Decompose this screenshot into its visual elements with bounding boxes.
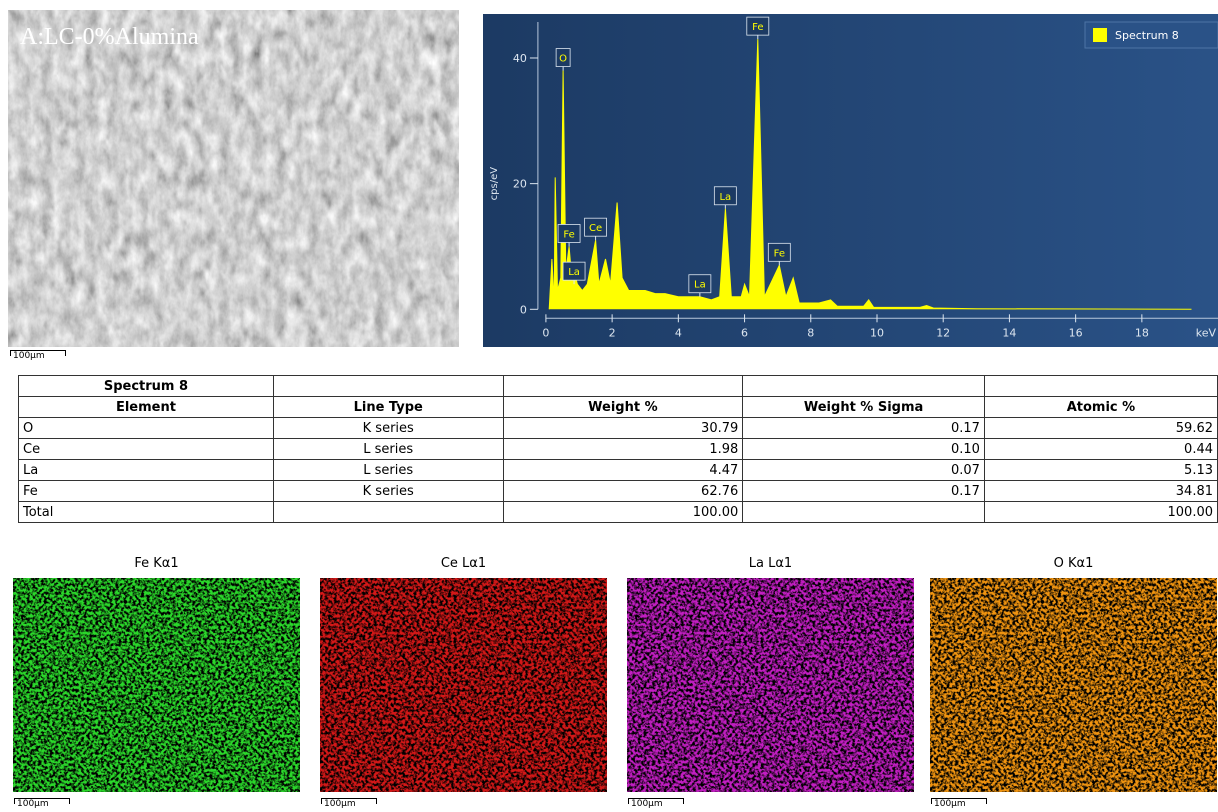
table-cell: K series [273,418,503,439]
column-header: Line Type [273,397,503,418]
peak-label: Fe [563,229,574,240]
table-cell: 4.47 [503,460,743,481]
table-cell: 0.07 [743,460,985,481]
table-cell: L series [273,439,503,460]
table-cell: Total [19,502,274,523]
table-cell: Fe [19,481,274,502]
table-cell: Ce [19,439,274,460]
table-cell: 30.79 [503,418,743,439]
map-title: Ce Lα1 [320,556,607,571]
peak-label: La [694,280,706,291]
map-speckle [627,578,914,792]
sem-image [8,10,459,347]
table-cell: 100.00 [503,502,743,523]
peak-label: O [559,54,567,65]
map-speckle [13,578,300,792]
y-tick-label: 20 [513,178,527,191]
table-cell: 59.62 [984,418,1217,439]
element-map [320,578,607,792]
map-title: O Kα1 [930,556,1217,571]
x-tick-label: 10 [870,326,884,339]
element-map [930,578,1217,792]
table-cell: La [19,460,274,481]
scale-bar: 100µm [14,798,70,804]
column-header: Weight % [503,397,743,418]
peak-label: La [568,267,580,278]
x-tick-label: 8 [807,326,814,339]
x-tick-label: 14 [1002,326,1016,339]
table-cell [273,502,503,523]
table-cell: 0.10 [743,439,985,460]
table-cell [984,376,1217,397]
spectrum-chart: 0 20 40 0 2 4 6 8 10 12 14 16 18 keV cps/eV O Fe La Ce La La… [483,14,1218,347]
x-tick-label: 6 [741,326,748,339]
element-map [627,578,914,792]
map-title: Fe Kα1 [13,556,300,571]
table-cell: K series [273,481,503,502]
table-cell: 5.13 [984,460,1217,481]
column-header: Weight % Sigma [743,397,985,418]
scale-bar: 100µm [321,798,377,804]
table-cell: 100.00 [984,502,1217,523]
peak-label: Ce [589,223,602,234]
table-title: Spectrum 8 [19,376,274,397]
x-tick-label: 18 [1135,326,1149,339]
x-tick-label: 4 [675,326,682,339]
scale-bar: 100µm [931,798,987,804]
page: A:LC-0%Alumina 100µm 0 20 40 0 2 4 6 8 10 12 14 16 1… [0,0,1218,812]
table-cell: 62.76 [503,481,743,502]
scale-bar: 100µm [10,350,66,356]
table-cell: 0.17 [743,418,985,439]
map-speckle [930,578,1217,792]
element-map [13,578,300,792]
table-cell [743,376,985,397]
table-cell [503,376,743,397]
table-cell: 0.17 [743,481,985,502]
map-title: La Lα1 [627,556,914,571]
x-tick-label: 12 [936,326,950,339]
table-cell: 1.98 [503,439,743,460]
sem-label: A:LC-0%Alumina [20,24,199,51]
table-cell: 0.44 [984,439,1217,460]
scale-bar: 100µm [628,798,684,804]
peak-label: Fe [774,248,785,259]
y-tick-label: 0 [520,303,527,316]
x-tick-label: 16 [1069,326,1083,339]
x-tick-label: 0 [542,326,549,339]
table-cell [273,376,503,397]
legend-label: Spectrum 8 [1115,29,1179,42]
y-tick-label: 40 [513,52,527,65]
sem-texture [8,10,459,347]
table-cell [743,502,985,523]
table-cell: L series [273,460,503,481]
table-cell: 34.81 [984,481,1217,502]
table-cell: O [19,418,274,439]
y-axis-label: cps/eV [489,167,500,201]
peak-label: Fe [752,22,763,33]
column-header: Element [19,397,274,418]
x-unit-label: keV [1196,326,1217,339]
x-tick-label: 2 [609,326,616,339]
peak-label: La [719,192,731,203]
legend-swatch [1093,28,1107,42]
column-header: Atomic % [984,397,1217,418]
table-title-row: Spectrum 8 [19,376,1218,397]
map-speckle [320,578,607,792]
table-row: Total 100.00 100.00 [19,502,1218,523]
